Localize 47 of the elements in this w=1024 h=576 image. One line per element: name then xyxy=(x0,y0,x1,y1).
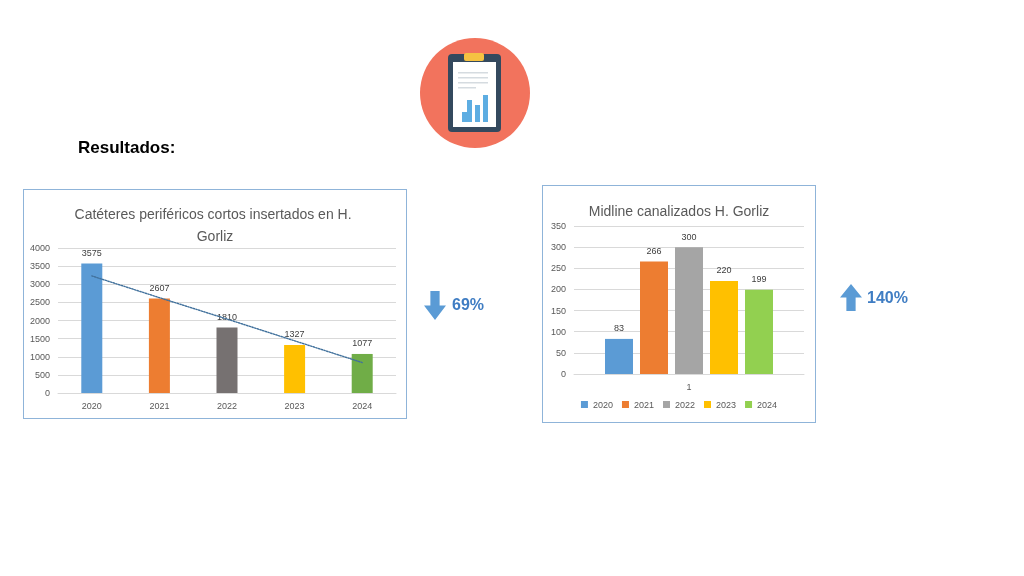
y-tick-label: 0 xyxy=(560,369,566,379)
bar xyxy=(81,263,103,393)
bar xyxy=(710,280,738,374)
x-tick-label: 2023 xyxy=(284,400,305,411)
chart-title: Catéteres periféricos cortos insertados en H. Gorliz xyxy=(74,206,356,244)
data-label: 3575 xyxy=(81,247,102,258)
y-tick-label: 250 xyxy=(550,263,566,274)
x-tick-label: 1 xyxy=(686,381,692,392)
y-tick-label: 150 xyxy=(550,305,566,316)
y-tick-label: 500 xyxy=(34,369,50,380)
y-tick-label: 50 xyxy=(555,347,566,358)
text: 140% xyxy=(867,288,908,308)
y-tick-label: 2500 xyxy=(29,297,50,308)
x-tick-label: 2024 xyxy=(352,400,373,411)
y-tick-label: 200 xyxy=(550,284,566,295)
text: 69% xyxy=(452,295,485,315)
data-label: 220 xyxy=(716,265,732,276)
x-tick-label: 2022 xyxy=(216,400,238,411)
x-tick-label: 2021 xyxy=(149,400,170,411)
y-tick-label: 0 xyxy=(44,388,50,398)
bar xyxy=(148,298,170,393)
y-tick-label: 350 xyxy=(550,221,566,231)
y-tick-label: 1000 xyxy=(29,351,50,362)
y-tick-label: 1500 xyxy=(29,333,50,344)
bar xyxy=(745,289,773,374)
y-tick-label: 300 xyxy=(550,242,566,253)
bar xyxy=(675,247,703,374)
y-tick-label: 4000 xyxy=(29,243,50,253)
data-label: 1327 xyxy=(284,329,305,340)
bar xyxy=(640,261,668,374)
y-tick-label: 3500 xyxy=(29,261,50,272)
data-label: 83 xyxy=(613,323,625,334)
data-label: 266 xyxy=(646,246,662,257)
bar xyxy=(605,338,633,374)
y-tick-label: 100 xyxy=(550,326,566,337)
x-tick-label: 2020 xyxy=(81,400,102,411)
data-label: 199 xyxy=(751,274,767,285)
text: Resultados: xyxy=(78,137,176,159)
data-label: 1077 xyxy=(352,338,373,349)
bar xyxy=(351,353,373,393)
bar xyxy=(216,327,238,393)
data-label: 300 xyxy=(681,231,697,242)
y-tick-label: 3000 xyxy=(29,279,50,290)
data-label: 2607 xyxy=(149,283,170,293)
bar xyxy=(284,344,306,393)
y-tick-label: 2000 xyxy=(29,315,50,326)
chart-title: Midline canalizados H. Gorliz xyxy=(588,203,770,219)
